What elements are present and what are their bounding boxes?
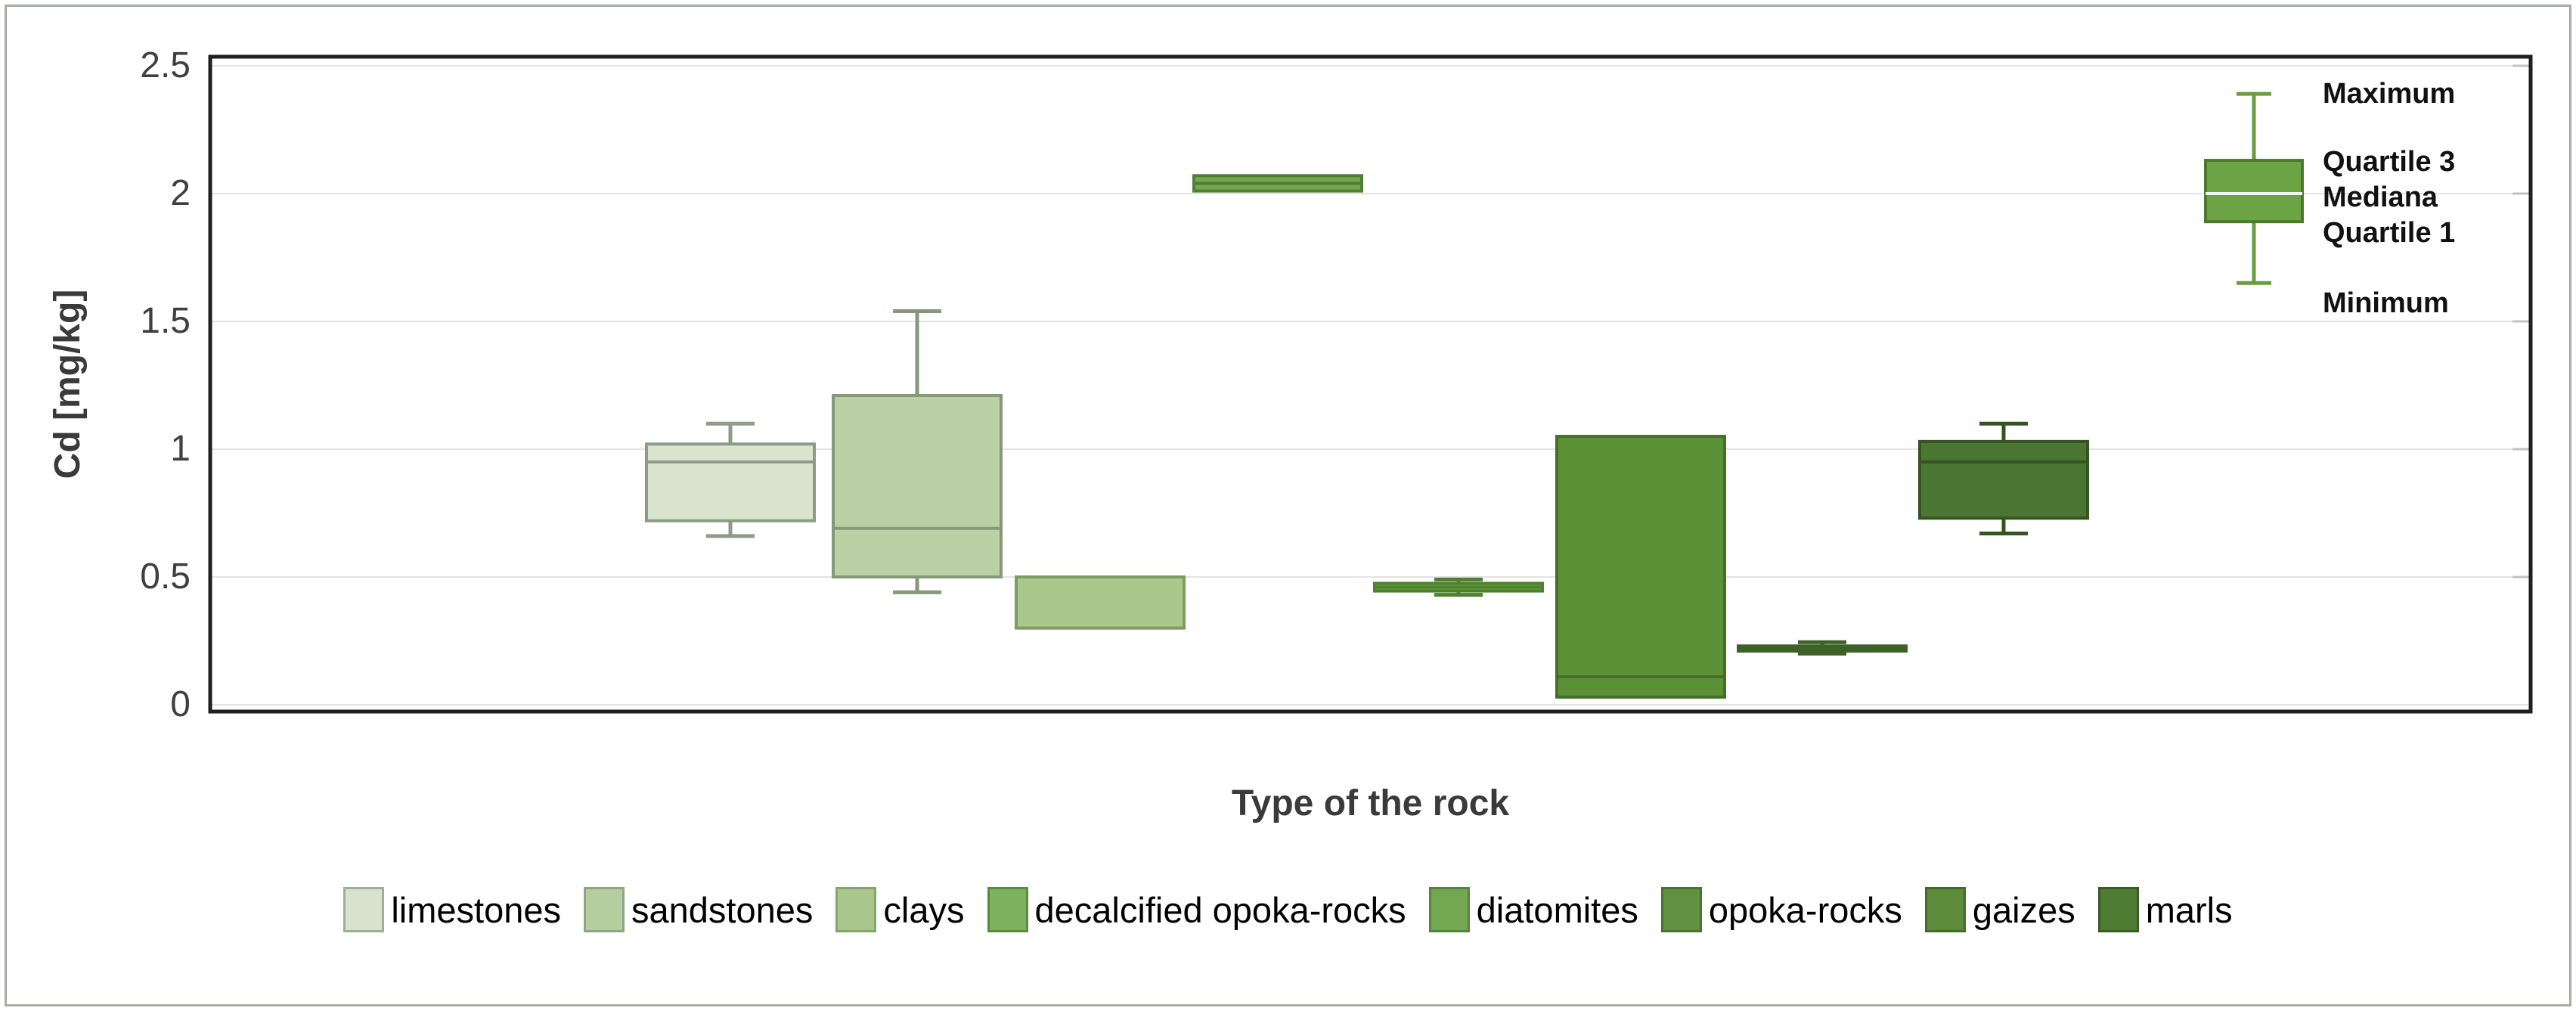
annotation-quartile-1: Quartile 1 xyxy=(2323,217,2456,250)
y-tick-label: 0 xyxy=(170,684,191,724)
annotation-maximum: Maximum xyxy=(2323,78,2456,110)
legend-item-gaizes: gaizes xyxy=(1924,887,2075,932)
boxplot-marls xyxy=(1918,421,2089,536)
legend-item-label: diatomites xyxy=(1476,889,1638,930)
y-tick-label: 1.5 xyxy=(140,301,191,341)
legend-swatch xyxy=(2097,887,2139,932)
y-tick-label: 0.5 xyxy=(140,557,191,597)
legend-item-clays: clays xyxy=(835,887,965,932)
legend-swatch xyxy=(835,887,877,932)
legend-item-opoka-rocks: opoka-rocks xyxy=(1660,887,1902,932)
annotation-mediana: Mediana xyxy=(2323,181,2438,214)
legend-item-label: marls xyxy=(2145,889,2233,930)
legend-item-label: gaizes xyxy=(1972,889,2075,930)
legend-item-label: limestones xyxy=(391,889,562,930)
y-tick-label: 2.5 xyxy=(140,45,191,85)
legend-item-limestones: limestones xyxy=(343,887,561,932)
plot-border xyxy=(208,54,2533,714)
boxplot-limestones xyxy=(645,421,816,538)
boxplot-sandstones xyxy=(832,309,1003,594)
box-iqr xyxy=(1918,439,2089,520)
boxplot-diatomites xyxy=(1373,577,1544,597)
boxplot-clays xyxy=(1015,575,1186,630)
legend: limestones sandstones clays decalcified opo… xyxy=(0,883,2576,936)
box-iqr xyxy=(645,442,816,523)
box-iqr xyxy=(1015,575,1186,630)
legend-item-diatomites: diatomites xyxy=(1428,887,1638,932)
box-iqr xyxy=(832,394,1003,579)
annotation-quartile-3: Quartile 3 xyxy=(2323,145,2456,178)
boxplot-opoka-rocks xyxy=(1555,435,1726,699)
legend-item-marls: marls xyxy=(2097,887,2233,932)
boxplot-gaizes xyxy=(1737,640,1908,656)
y-tick-label: 1 xyxy=(170,429,191,469)
legend-item-label: clays xyxy=(883,889,965,930)
legend-swatch xyxy=(1924,887,1966,932)
legend-swatch xyxy=(1660,887,1702,932)
legend-swatch xyxy=(343,887,385,932)
legend-item-label: opoka-rocks xyxy=(1708,889,1902,930)
box-iqr xyxy=(2204,159,2304,224)
legend-item-decalcified-opoka-rocks: decalcified opoka-rocks xyxy=(987,887,1406,932)
y-tick-label: 2 xyxy=(170,173,191,213)
annotation-minimum: Minimum xyxy=(2323,287,2449,319)
boxplot-legend-example xyxy=(2204,91,2304,285)
boxplot-decalcified-opoka-rocks xyxy=(1192,174,1363,193)
x-axis-title: Type of the rock xyxy=(1231,783,1510,823)
legend-item-sandstones: sandstones xyxy=(584,887,813,932)
legend-swatch xyxy=(584,887,625,932)
legend-item-label: sandstones xyxy=(631,889,814,930)
legend-swatch xyxy=(987,887,1028,932)
legend-swatch xyxy=(1428,887,1470,932)
box-iqr xyxy=(1555,435,1726,699)
legend-item-label: decalcified opoka-rocks xyxy=(1034,889,1406,930)
